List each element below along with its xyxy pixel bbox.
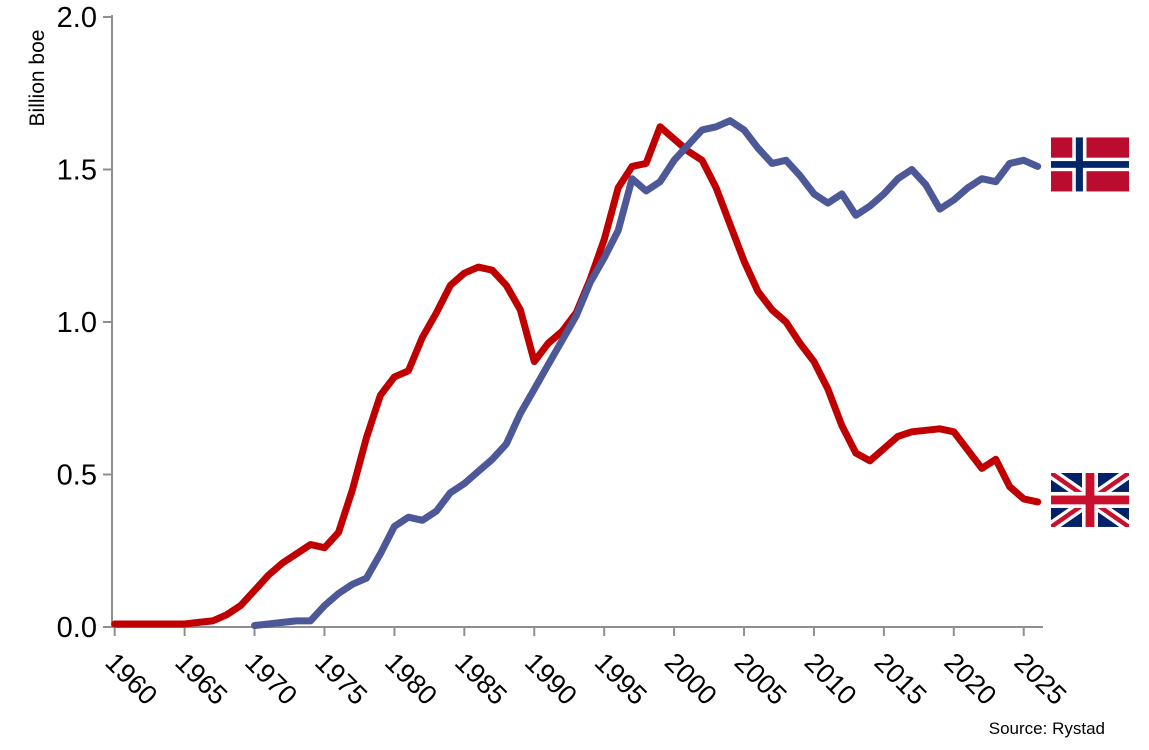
x-axis-tick-label: 2005 [729, 647, 793, 711]
norway-series-line [251, 117, 1042, 629]
x-axis-tick-label: 2010 [799, 647, 863, 711]
x-axis-tick-label: 1985 [449, 647, 513, 711]
norway-flag-icon [1051, 137, 1129, 192]
x-axis-tick-label: 1960 [99, 647, 163, 711]
uk-flag-icon [1051, 472, 1129, 527]
y-axis-tick-label: 1.0 [57, 307, 97, 339]
x-axis-tick-label: 1980 [379, 647, 443, 711]
x-axis-tick-label: 1975 [309, 647, 373, 711]
x-axis-tick-label: 1965 [169, 647, 233, 711]
y-axis-tick-label: 0.5 [57, 460, 97, 492]
x-axis-tick-label: 1990 [519, 647, 583, 711]
uk-series-line [111, 123, 1042, 628]
y-axis-tick-label: 1.5 [57, 155, 97, 187]
source-note: Source: Rystad [988, 719, 1105, 738]
x-axis-tick-label: 2025 [1008, 647, 1072, 711]
x-axis-tick-label: 1970 [239, 647, 303, 711]
x-axis-tick-label: 1995 [589, 647, 653, 711]
y-axis-tick-label: 2.0 [57, 2, 97, 34]
x-axis-tick-label: 2000 [659, 647, 723, 711]
x-axis-tick-label: 2020 [939, 647, 1003, 711]
y-axis-tick-label: 0.0 [57, 612, 97, 644]
x-axis-tick-label: 2015 [869, 647, 933, 711]
